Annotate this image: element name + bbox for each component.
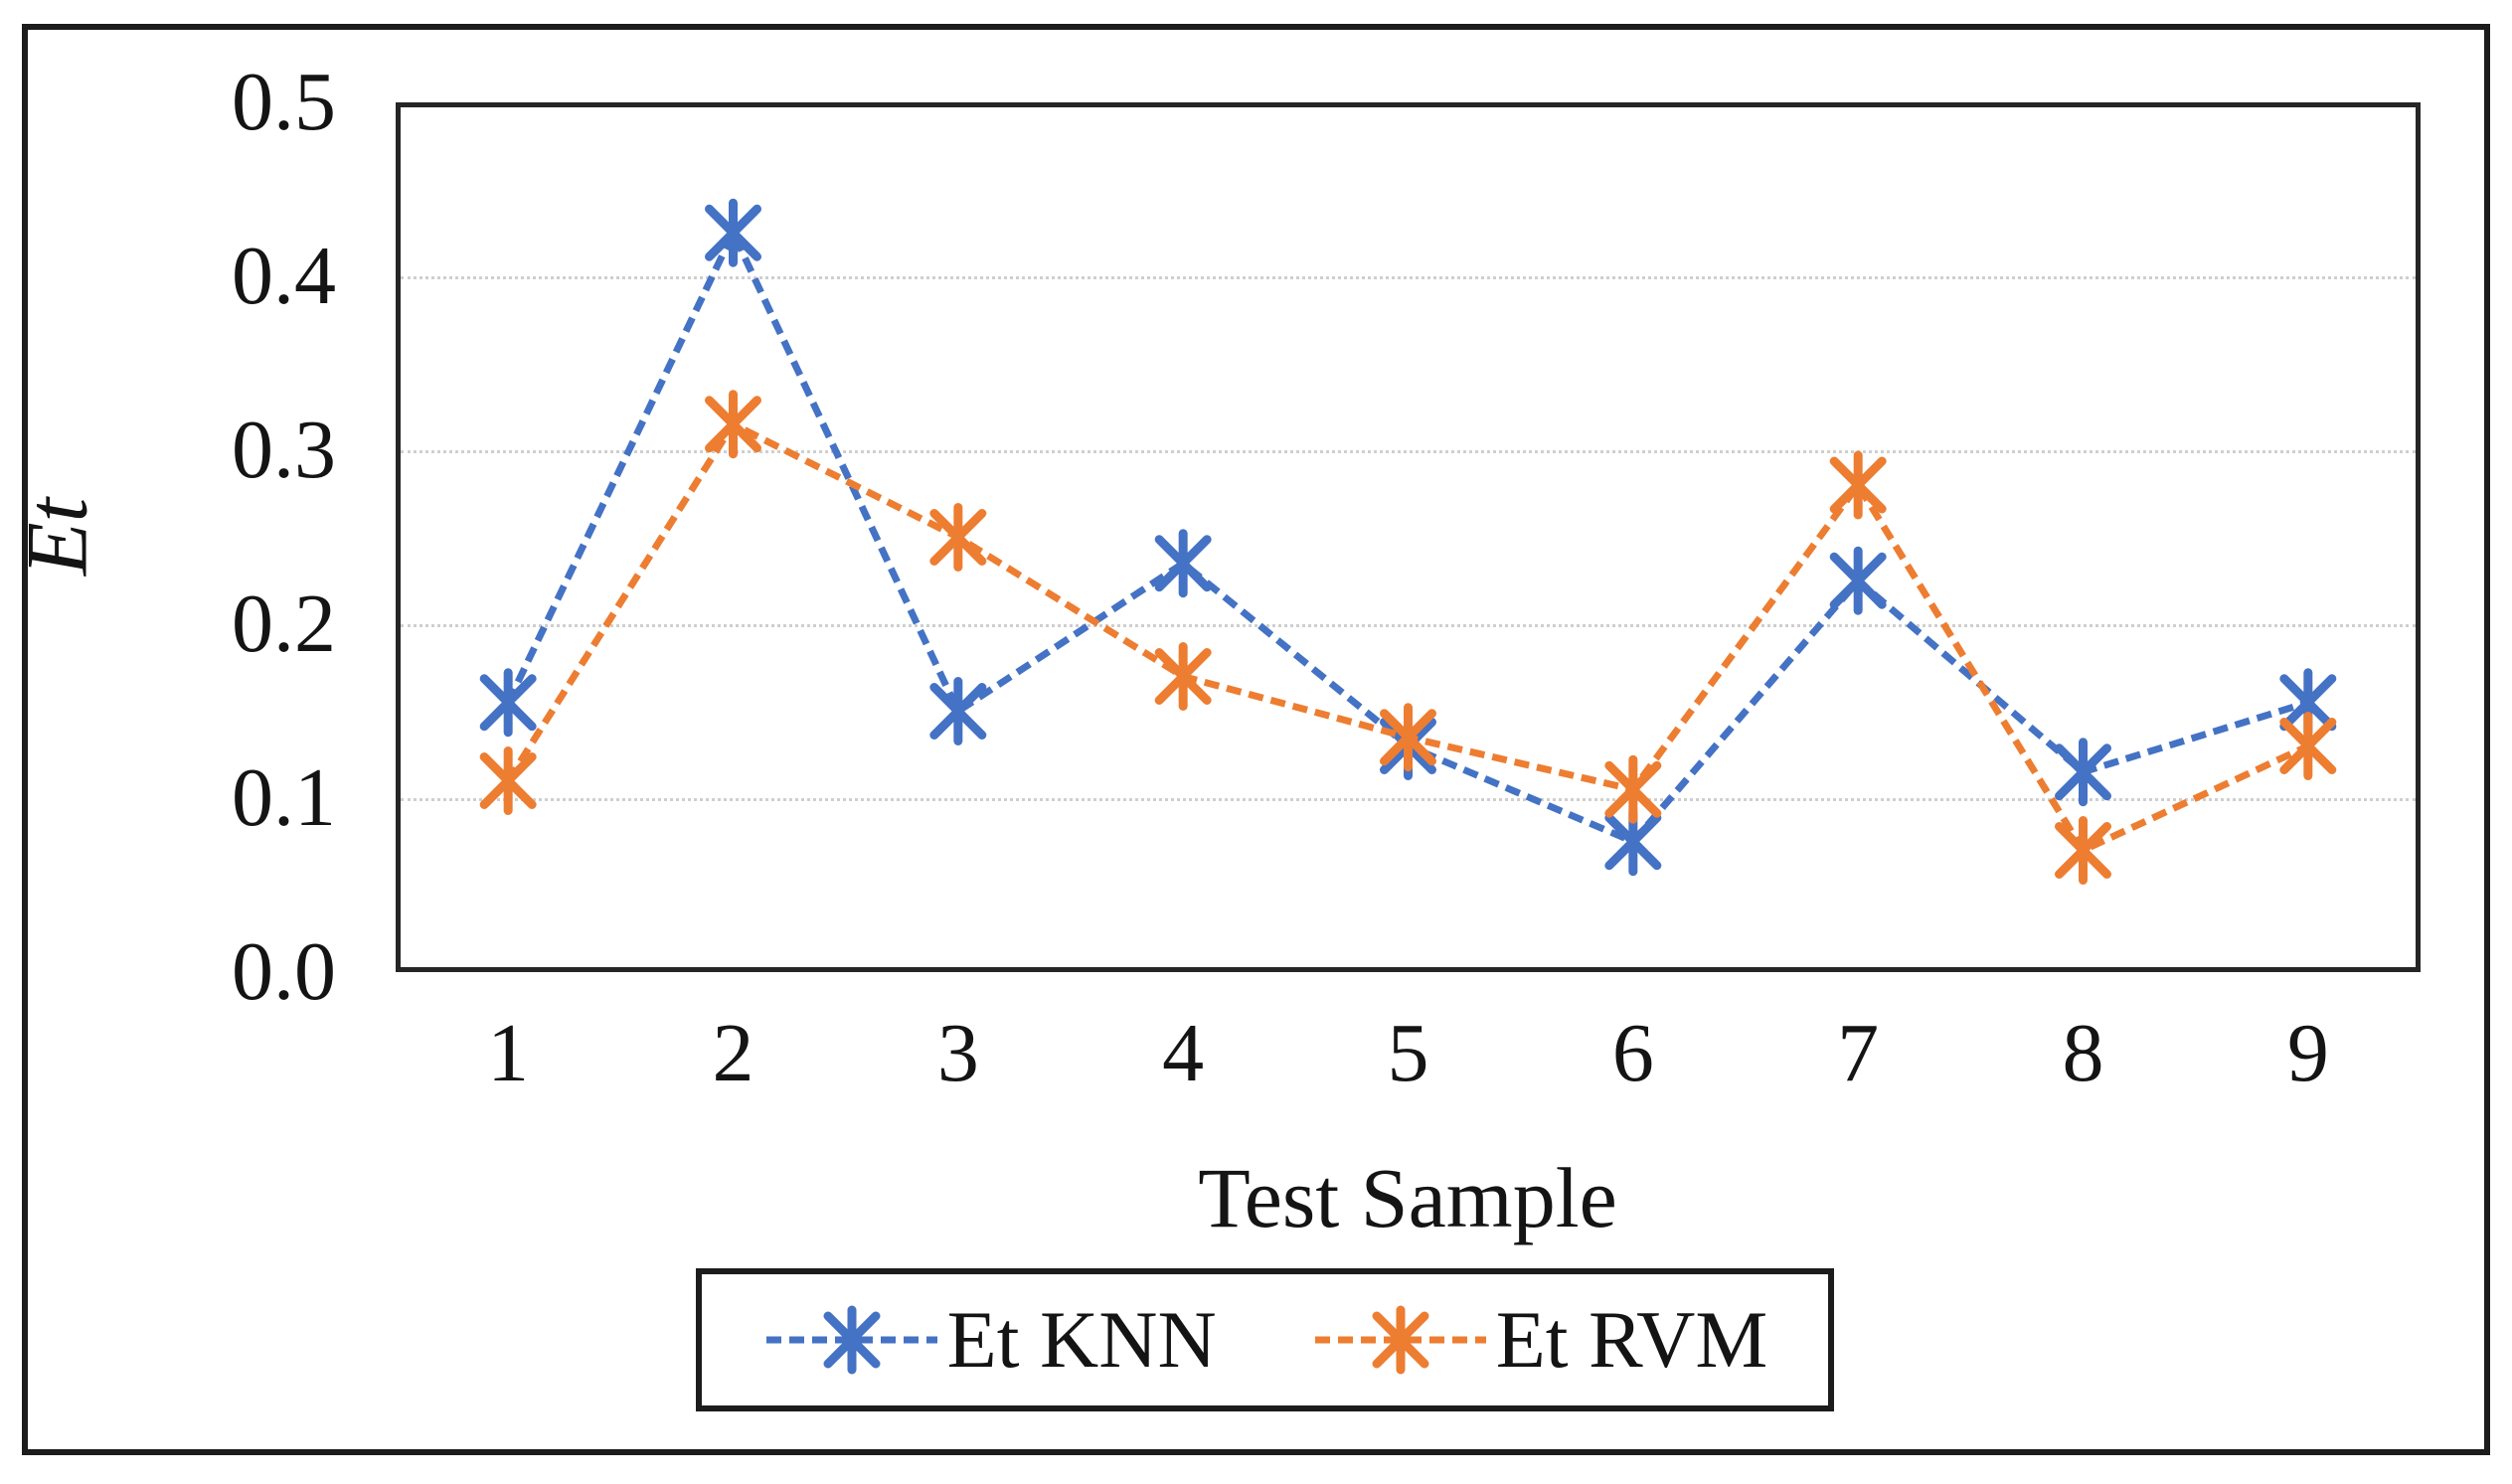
plot-area	[396, 102, 2421, 972]
gridline-0.4	[401, 276, 2416, 279]
x-tick-label-7: 7	[1837, 1007, 1880, 1099]
y-tick-label-0.2: 0.2	[232, 577, 336, 670]
gridline-0.1	[401, 798, 2416, 801]
x-tick-label-9: 9	[2286, 1007, 2329, 1099]
legend-label: Et KNN	[946, 1294, 1217, 1385]
legend-box: Et KNN Et RVM	[696, 1268, 1834, 1411]
y-tick-label-0.4: 0.4	[232, 230, 336, 322]
x-tick-label-6: 6	[1611, 1007, 1654, 1099]
x-tick-label-5: 5	[1387, 1007, 1429, 1099]
x-tick-label-1: 1	[487, 1007, 530, 1099]
x-tick-label-4: 4	[1162, 1007, 1205, 1099]
y-tick-label-0.0: 0.0	[232, 925, 336, 1018]
y-tick-label-0.5: 0.5	[232, 56, 336, 148]
gridline-0.3	[401, 450, 2416, 453]
legend-label: Et RVM	[1495, 1294, 1768, 1385]
legend-marker-sample-icon	[1314, 1305, 1486, 1375]
x-axis-title: Test Sample	[1198, 1150, 1617, 1245]
gridline-0.2	[401, 624, 2416, 627]
legend-item-et-rvm: Et RVM	[1311, 1294, 1768, 1386]
x-tick-label-2: 2	[712, 1007, 754, 1099]
legend-item-et-knn: Et KNN	[762, 1294, 1217, 1386]
y-tick-label-0.3: 0.3	[232, 404, 336, 496]
legend-marker-sample-icon	[765, 1305, 937, 1375]
x-tick-label-8: 8	[2062, 1007, 2104, 1099]
y-axis-title: Et	[9, 497, 106, 577]
x-tick-label-3: 3	[936, 1007, 979, 1099]
y-tick-label-0.1: 0.1	[232, 751, 336, 844]
